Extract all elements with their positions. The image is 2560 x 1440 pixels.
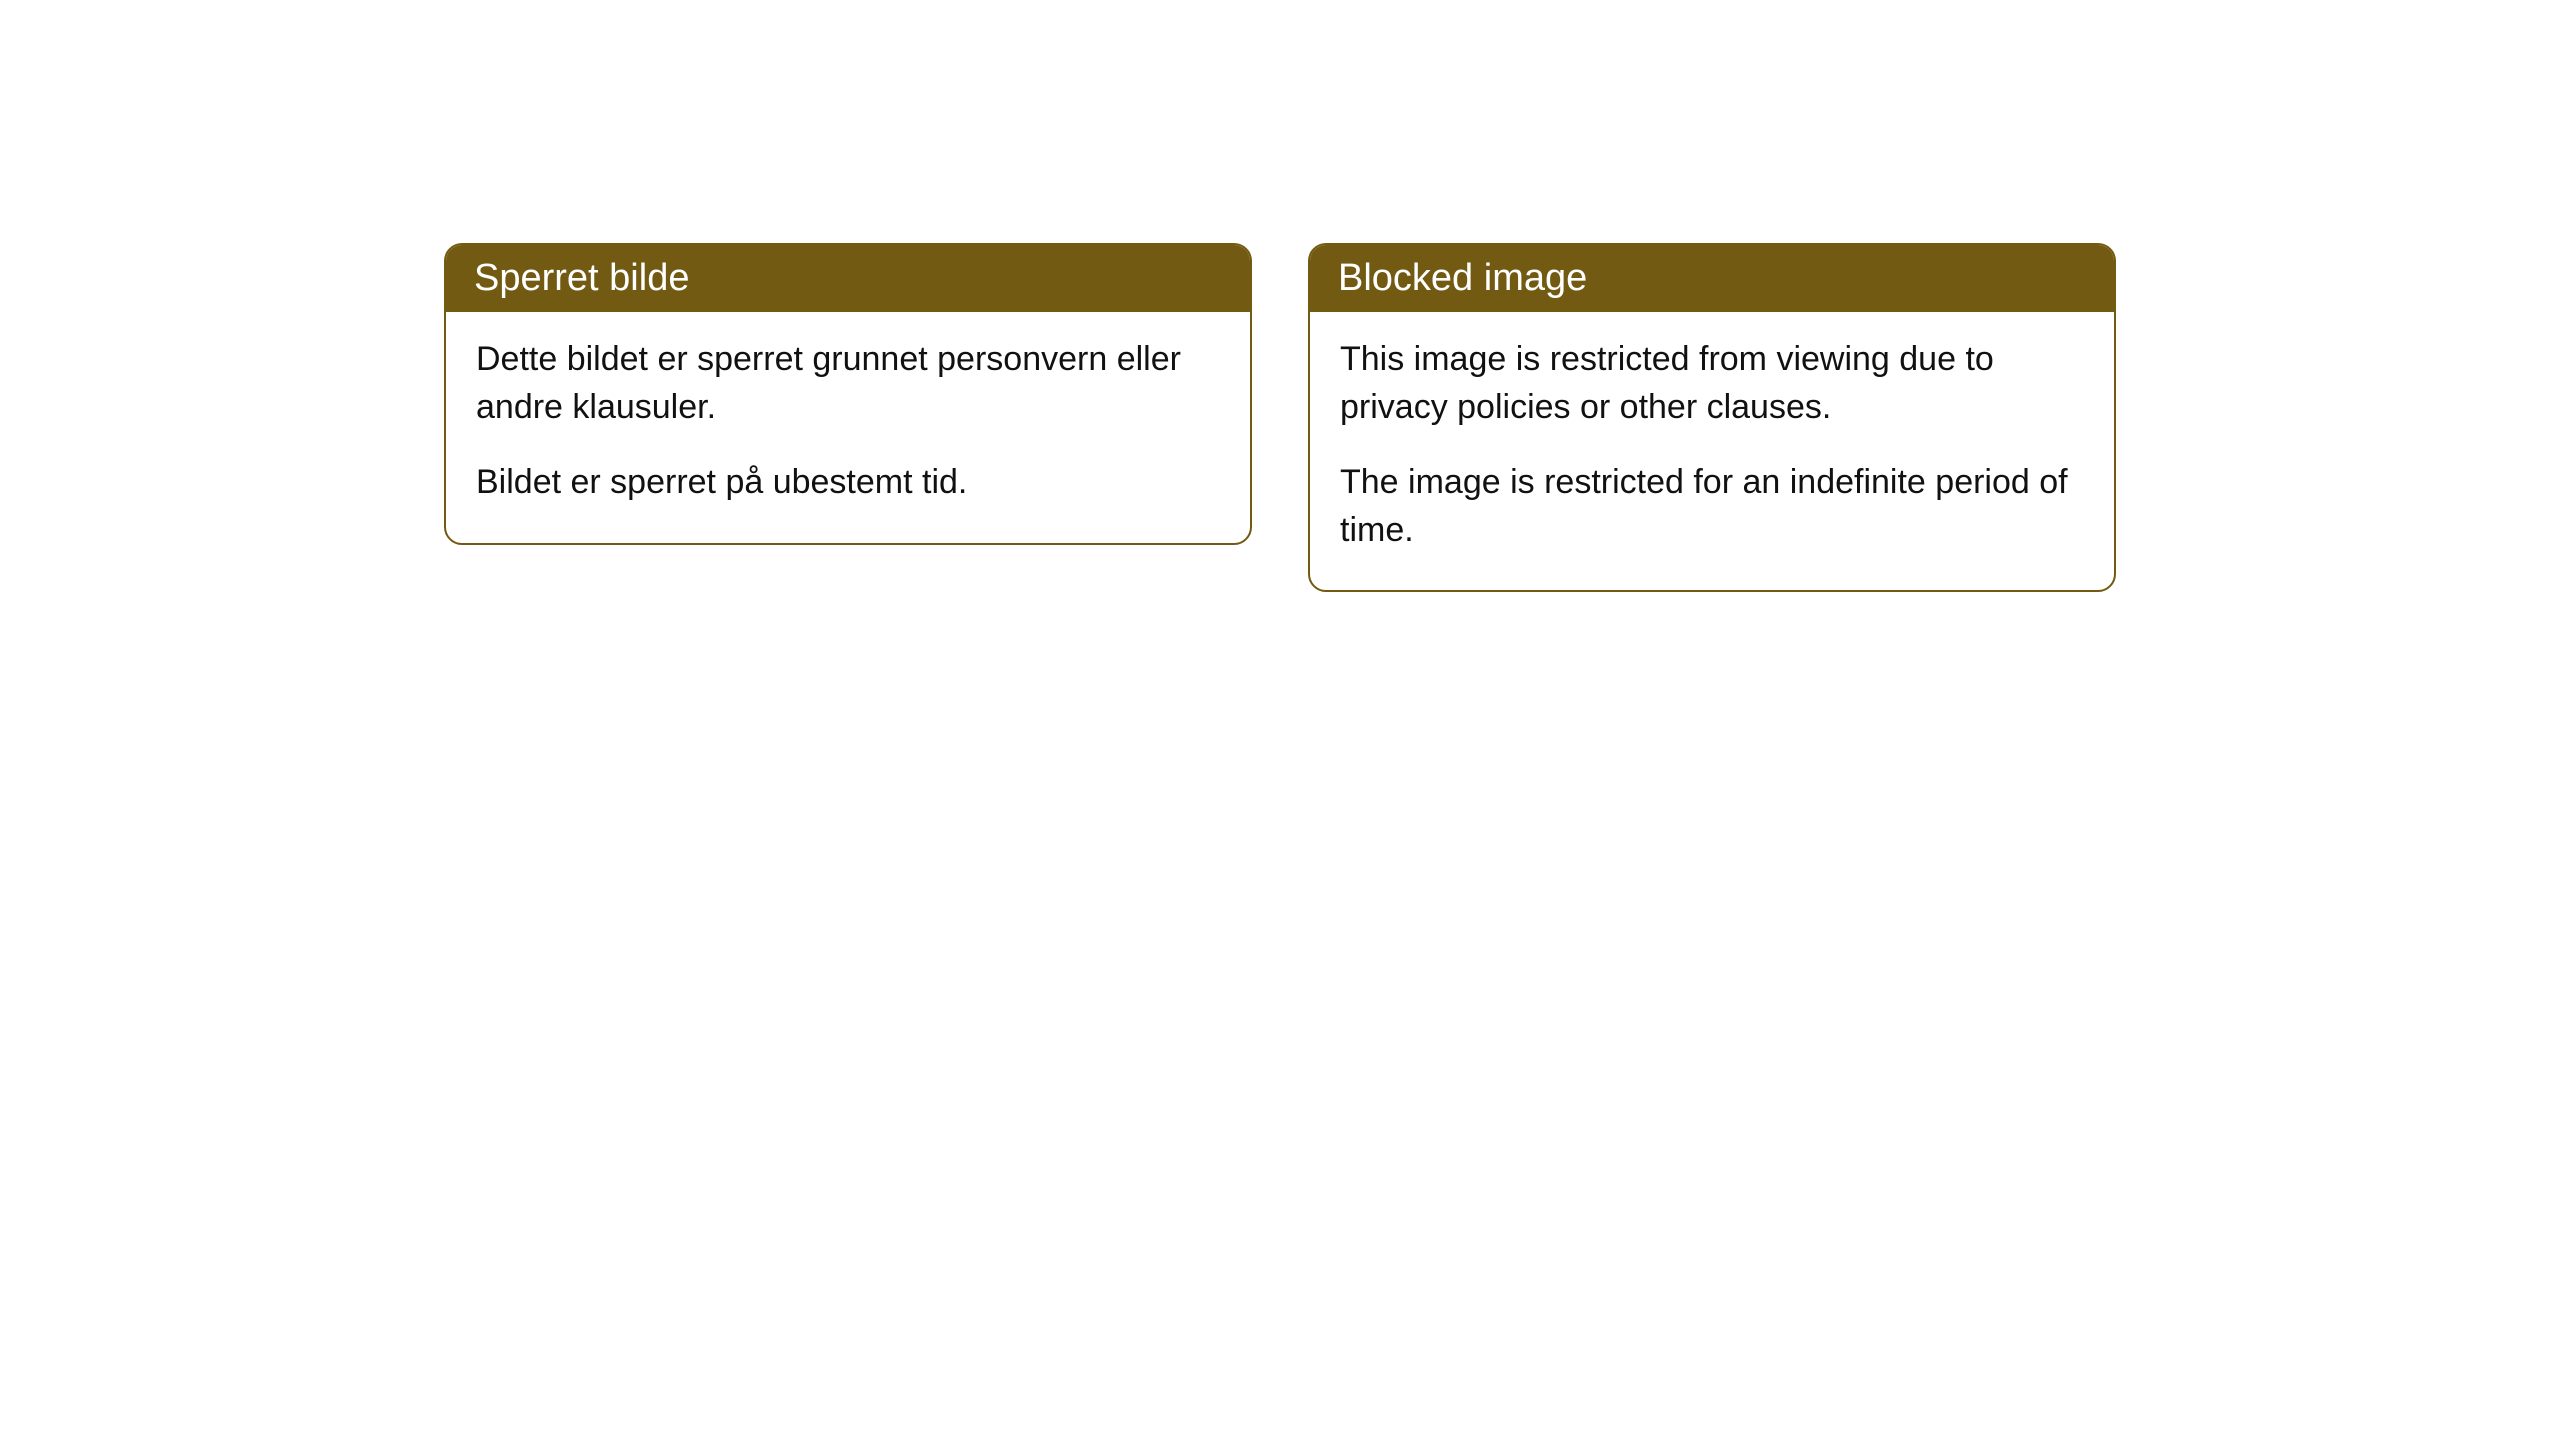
card-paragraph: Dette bildet er sperret grunnet personve… xyxy=(476,336,1220,431)
cards-container: Sperret bilde Dette bildet er sperret gr… xyxy=(444,243,2116,1440)
blocked-image-card-norwegian: Sperret bilde Dette bildet er sperret gr… xyxy=(444,243,1252,545)
card-paragraph: Bildet er sperret på ubestemt tid. xyxy=(476,459,1220,507)
card-header: Sperret bilde xyxy=(446,245,1250,312)
card-body: Dette bildet er sperret grunnet personve… xyxy=(446,312,1250,543)
card-title: Sperret bilde xyxy=(474,257,689,299)
blocked-image-card-english: Blocked image This image is restricted f… xyxy=(1308,243,2116,592)
card-paragraph: This image is restricted from viewing du… xyxy=(1340,336,2084,431)
card-title: Blocked image xyxy=(1338,257,1587,299)
card-body: This image is restricted from viewing du… xyxy=(1310,312,2114,590)
card-paragraph: The image is restricted for an indefinit… xyxy=(1340,459,2084,554)
card-header: Blocked image xyxy=(1310,245,2114,312)
